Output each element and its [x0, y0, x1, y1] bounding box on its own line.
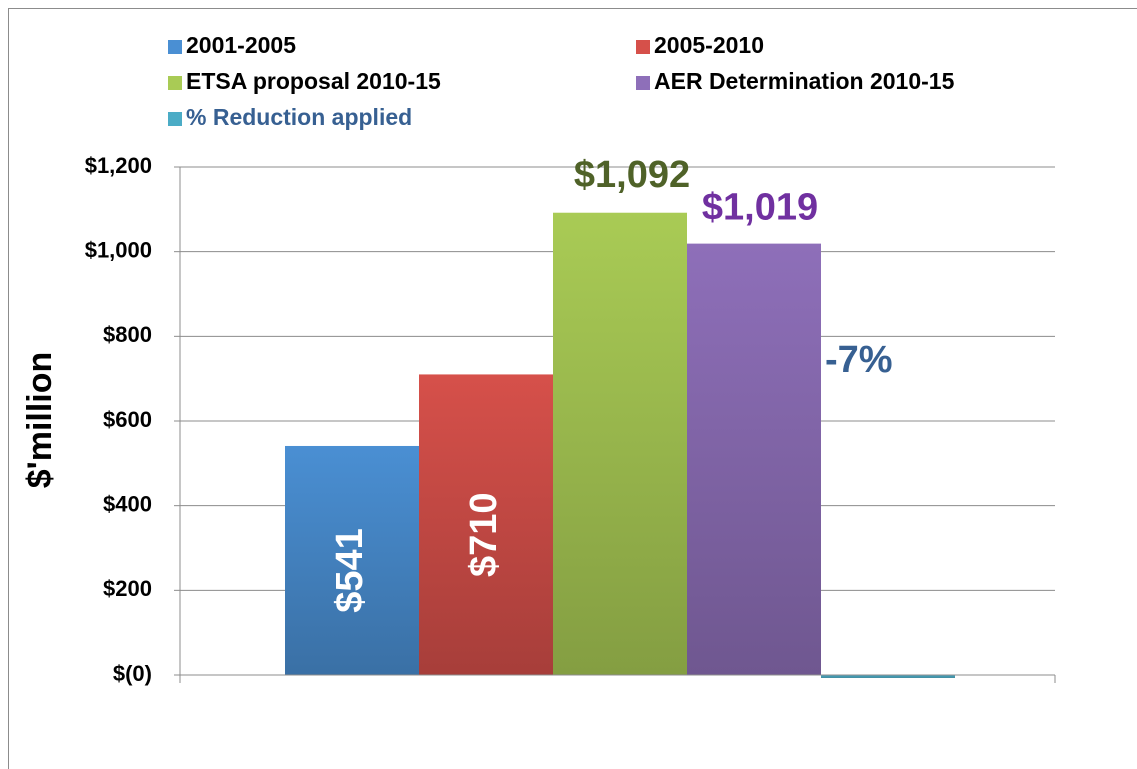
bar: [553, 212, 687, 675]
legend-swatch: [168, 112, 182, 126]
y-tick-label: $800: [103, 322, 152, 347]
data-label: $1,092: [574, 154, 690, 196]
legend-swatch: [636, 40, 650, 54]
legend-swatch: [636, 76, 650, 90]
bar: [821, 675, 955, 678]
legend-label: 2001-2005: [186, 32, 296, 58]
bar: [285, 445, 419, 675]
y-tick-label: $1,200: [85, 153, 152, 178]
legend-label: % Reduction applied: [186, 104, 412, 130]
bar: [419, 374, 553, 675]
legend-swatch: [168, 76, 182, 90]
y-axis-title: $'million: [21, 352, 59, 489]
legend-label: AER Determination 2010-15: [654, 68, 955, 94]
y-tick-label: $400: [103, 491, 152, 516]
y-tick-label: $600: [103, 407, 152, 432]
data-label: -7%: [825, 339, 893, 381]
y-tick-label: $(0): [113, 661, 152, 686]
data-label: $541: [329, 528, 371, 613]
data-label: $1,019: [702, 187, 818, 229]
y-tick-label: $1,000: [85, 237, 152, 262]
bar: [687, 243, 821, 675]
legend-label: 2005-2010: [654, 32, 764, 58]
data-label: $710: [463, 492, 505, 577]
y-tick-label: $200: [103, 576, 152, 601]
legend-swatch: [168, 40, 182, 54]
legend-label: ETSA proposal 2010-15: [186, 68, 441, 94]
